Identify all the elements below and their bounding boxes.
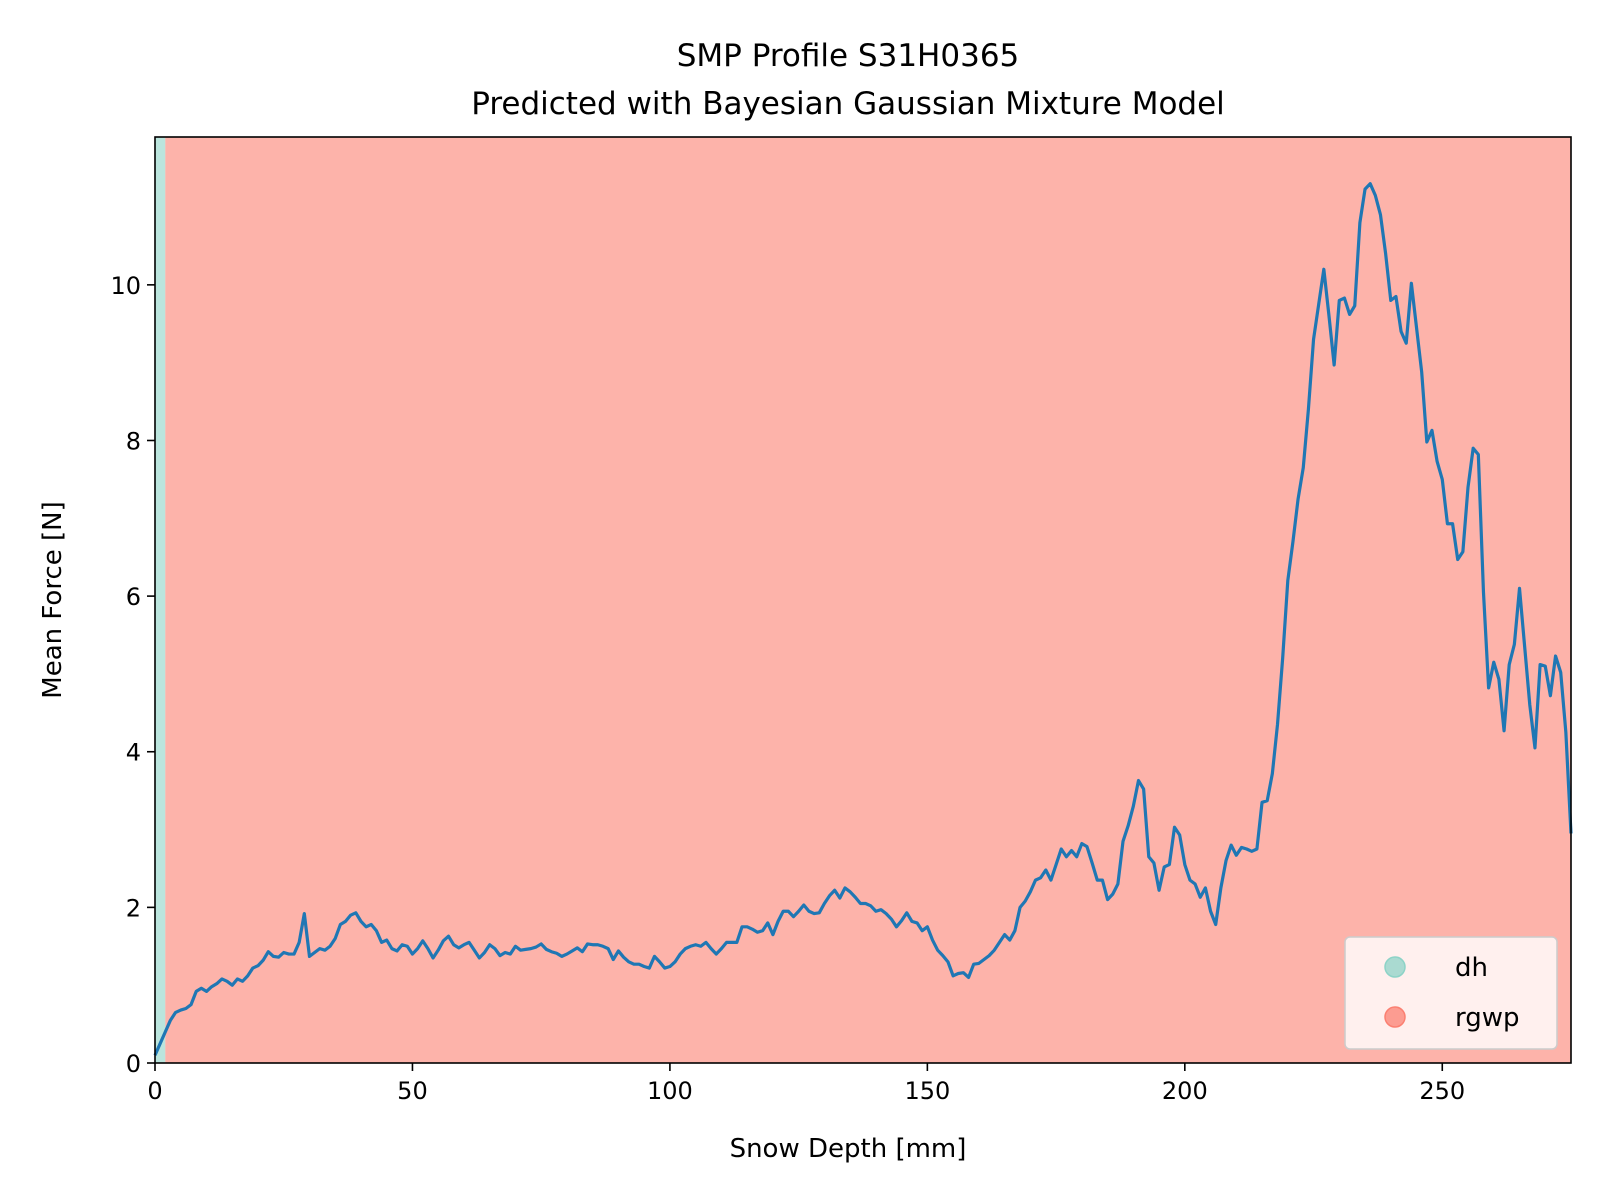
x-tick-label: 50 — [397, 1077, 428, 1105]
x-axis-label: Snow Depth [mm] — [730, 1134, 967, 1164]
x-tick-label: 0 — [147, 1077, 162, 1105]
y-tick-label: 4 — [126, 739, 141, 767]
y-tick-label: 0 — [126, 1050, 141, 1078]
y-axis-ticks: 0 2 4 6 8 10 — [110, 272, 155, 1078]
y-tick-label: 2 — [126, 894, 141, 922]
series-line-0 — [153, 182, 1573, 1056]
y-tick-label: 8 — [126, 427, 141, 455]
x-tick-label: 250 — [1419, 1077, 1465, 1105]
region-rgwp — [165, 137, 1571, 1063]
x-axis-ticks: 0 50 100 150 200 250 — [147, 1063, 1465, 1105]
plot-frame — [154, 136, 1572, 1064]
plot-regions — [155, 137, 1571, 1063]
chart-title: SMP Profile S31H0365 — [677, 38, 1020, 74]
y-axis-label: Mean Force [N] — [38, 501, 68, 698]
x-tick-label: 100 — [647, 1077, 693, 1105]
legend-marker-rgwp — [1384, 1006, 1406, 1028]
x-tick-label: 150 — [904, 1077, 950, 1105]
region-dh — [155, 137, 166, 1063]
x-tick-label: 200 — [1162, 1077, 1208, 1105]
y-tick-label: 6 — [126, 583, 141, 611]
chart-subtitle: Predicted with Bayesian Gaussian Mixture… — [471, 86, 1225, 122]
legend-label-rgwp: rgwp — [1455, 1003, 1520, 1033]
plot-series — [153, 182, 1573, 1056]
legend-box — [1344, 936, 1558, 1050]
legend-marker-dh — [1384, 956, 1406, 978]
legend: dh rgwp — [1344, 936, 1558, 1050]
y-tick-label: 10 — [110, 272, 141, 300]
legend-label-dh: dh — [1455, 953, 1488, 983]
